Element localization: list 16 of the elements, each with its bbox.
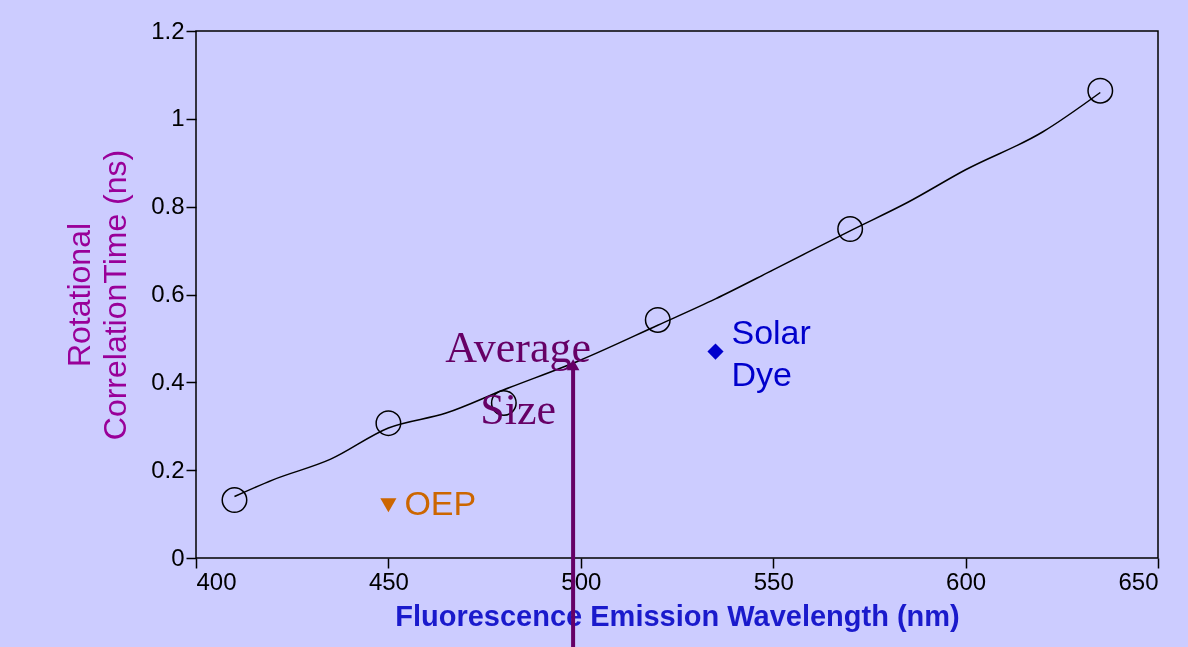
x-tick-label: 450 — [368, 567, 409, 595]
series-label: OEP — [404, 484, 477, 523]
y-tick-label: 0 — [171, 543, 185, 571]
y-tick-label: 0.6 — [151, 280, 185, 307]
x-tick-label: 400 — [196, 567, 237, 595]
y-tick-label: 0.2 — [151, 455, 185, 483]
y-tick-label: 1.2 — [151, 16, 185, 44]
x-tick-label: 600 — [946, 567, 987, 595]
series-label: Solar Dye — [731, 312, 811, 393]
y-tick-label: 0.4 — [151, 367, 185, 395]
y-axis-title: Rotational CorrelationTime (ns) — [61, 149, 134, 441]
y-tick-label: 1 — [171, 104, 185, 132]
y-tick-label: 0.8 — [151, 192, 185, 220]
x-tick-label: 550 — [753, 567, 794, 595]
annotation: Average Size — [445, 322, 591, 434]
x-tick-label: 650 — [1118, 567, 1159, 595]
